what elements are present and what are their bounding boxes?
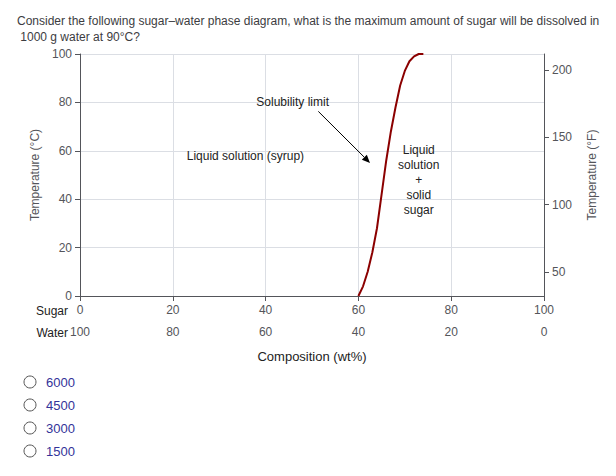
svg-text:Consider the following sugar–w: Consider the following sugar–water phase… (17, 14, 599, 28)
svg-text:50: 50 (552, 265, 566, 279)
svg-text:1500: 1500 (46, 444, 75, 459)
svg-text:6000: 6000 (46, 375, 75, 390)
svg-text:20: 20 (59, 241, 73, 255)
svg-text:sugar: sugar (404, 203, 434, 217)
svg-text:Sugar: Sugar (36, 304, 68, 318)
svg-text:100: 100 (534, 303, 554, 317)
svg-text:20: 20 (445, 325, 459, 339)
svg-text:40: 40 (259, 303, 273, 317)
svg-text:0: 0 (541, 325, 548, 339)
svg-text:solid: solid (406, 188, 431, 202)
svg-text:Temperature (°C): Temperature (°C) (28, 129, 42, 221)
svg-text:80: 80 (445, 303, 459, 317)
svg-text:Temperature (°F): Temperature (°F) (585, 130, 599, 221)
svg-text:0: 0 (77, 303, 84, 317)
svg-text:60: 60 (259, 325, 273, 339)
svg-text:80: 80 (166, 325, 180, 339)
svg-text:20: 20 (166, 303, 180, 317)
svg-text:4500: 4500 (46, 398, 75, 413)
svg-text:Water: Water (36, 326, 68, 340)
svg-text:100: 100 (52, 47, 72, 61)
svg-text:+: + (415, 173, 422, 187)
svg-text:40: 40 (59, 192, 73, 206)
svg-text:1000 g water at 90°C?: 1000 g water at 90°C? (17, 30, 140, 44)
svg-text:100: 100 (552, 198, 572, 212)
svg-text:Liquid solution (syrup): Liquid solution (syrup) (187, 149, 304, 163)
svg-text:40: 40 (352, 325, 366, 339)
svg-text:150: 150 (552, 130, 572, 144)
svg-text:Solubility limit: Solubility limit (256, 95, 329, 109)
svg-text:80: 80 (59, 95, 73, 109)
svg-text:60: 60 (352, 303, 366, 317)
svg-text:Liquid: Liquid (403, 143, 435, 157)
svg-text:60: 60 (59, 144, 73, 158)
svg-text:0: 0 (65, 289, 72, 303)
svg-text:solution: solution (398, 158, 439, 172)
svg-text:100: 100 (70, 325, 90, 339)
svg-text:Composition (wt%): Composition (wt%) (257, 349, 366, 364)
svg-text:3000: 3000 (46, 421, 75, 436)
svg-text:200: 200 (552, 63, 572, 77)
